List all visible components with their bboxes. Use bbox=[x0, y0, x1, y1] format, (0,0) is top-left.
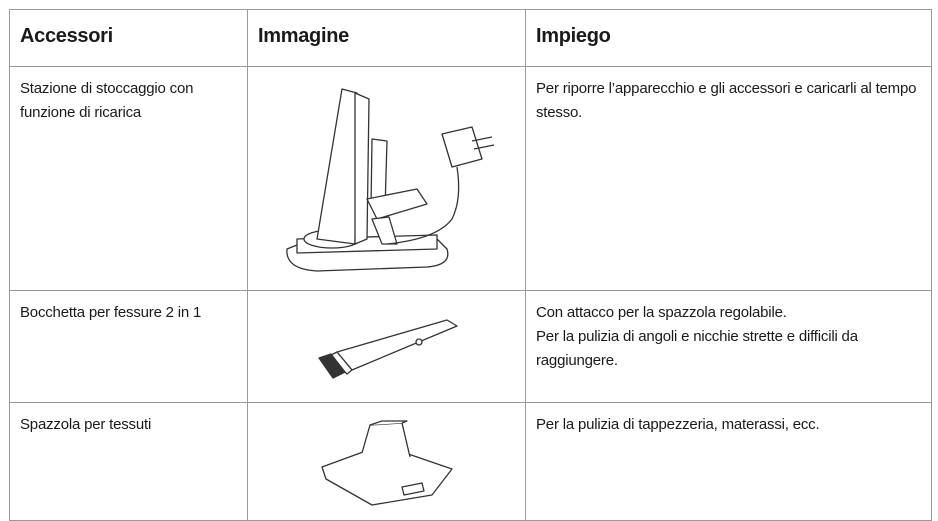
use-cell: Per riporre l’apparecchio e gli accessor… bbox=[525, 66, 932, 291]
row: Stazione di stoccaggio con funzione di r… bbox=[9, 66, 932, 291]
row: Spazzola per tessuti Per la pulizia di t… bbox=[9, 402, 932, 521]
image-cell bbox=[247, 66, 526, 291]
use-cell: Per la pulizia di tappezzeria, materassi… bbox=[525, 402, 932, 521]
use-text: Con attacco per la spazzola regolabile. bbox=[536, 304, 787, 321]
name-cell: Spazzola per tessuti bbox=[9, 402, 248, 521]
header-cell: Immagine bbox=[247, 9, 526, 67]
name-cell: Bocchetta per fessure 2 in 1 bbox=[9, 290, 248, 403]
header-cell: Accessori bbox=[9, 9, 248, 67]
image-cell bbox=[247, 402, 526, 521]
header-row: Accessori Immagine Impiego bbox=[9, 9, 932, 67]
fabric-brush-drawing bbox=[320, 419, 453, 506]
accessories-table: Accessori Immagine Impiego Stazione di s… bbox=[9, 9, 932, 521]
use-cell: Con attacco per la spazzola regolabile. … bbox=[525, 290, 932, 403]
header-cell: Impiego bbox=[525, 9, 932, 67]
use-text: Per la pulizia di tappezzeria, materassi… bbox=[536, 416, 820, 433]
use-text: Per la pulizia di angoli e nicchie stret… bbox=[536, 328, 858, 369]
image-cell bbox=[247, 290, 526, 403]
use-text: Per riporre l’apparecchio e gli accessor… bbox=[536, 80, 917, 121]
name-cell: Stazione di stoccaggio con funzione di r… bbox=[9, 66, 248, 291]
crevice-tool-drawing bbox=[317, 318, 458, 379]
row: Bocchetta per fessure 2 in 1 Con attacco… bbox=[9, 290, 932, 403]
charging-station-drawing bbox=[285, 87, 494, 272]
